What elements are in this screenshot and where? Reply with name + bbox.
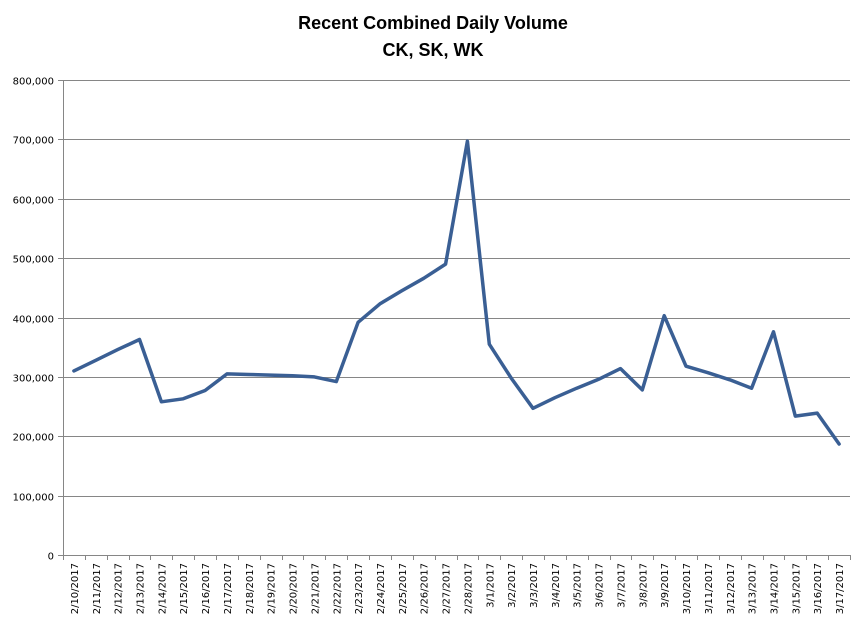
x-tick-label: 2/19/2017 <box>267 563 278 614</box>
y-tick-label: 300,000 <box>13 374 54 385</box>
gridlines <box>63 80 850 497</box>
y-tick-label: 600,000 <box>13 196 54 207</box>
x-tick-label: 3/3/2017 <box>529 563 540 608</box>
x-tick-label: 2/17/2017 <box>223 563 234 614</box>
y-tick-label: 400,000 <box>13 315 54 326</box>
x-tick-label: 3/10/2017 <box>682 563 693 614</box>
x-tick-label: 2/11/2017 <box>92 563 103 614</box>
x-tick-label: 3/2/2017 <box>507 563 518 608</box>
x-tick-label: 2/23/2017 <box>354 563 365 614</box>
x-tick-label: 3/12/2017 <box>726 563 737 614</box>
x-tick-label: 3/11/2017 <box>704 563 715 614</box>
x-tick-label: 3/13/2017 <box>748 563 759 614</box>
y-tick-label: 200,000 <box>13 433 54 444</box>
x-tick-label: 3/15/2017 <box>791 563 802 614</box>
x-tick-label: 2/22/2017 <box>332 563 343 614</box>
x-tick-label: 2/27/2017 <box>442 563 453 614</box>
x-tick-label: 2/13/2017 <box>136 563 147 614</box>
x-tick-label: 3/9/2017 <box>660 563 671 608</box>
x-tick-label: 2/12/2017 <box>114 563 125 614</box>
x-tick-label: 2/25/2017 <box>398 563 409 614</box>
x-axis: 2/10/2017 2/11/2017 2/12/2017 2/13/2017 2/14… <box>63 555 851 614</box>
y-axis: 0 100,000 200,000 300,000 400,000 500,000 600,… <box>13 77 64 563</box>
x-tick-label: 3/17/2017 <box>835 563 846 614</box>
y-tick-label: 0 <box>48 552 54 563</box>
x-tick-label: 2/15/2017 <box>179 563 190 614</box>
x-tick-label: 2/20/2017 <box>289 563 300 614</box>
data-series <box>72 139 841 446</box>
y-tick-label: 100,000 <box>13 493 54 504</box>
x-tick-label: 3/5/2017 <box>573 563 584 608</box>
x-tick-label: 3/6/2017 <box>595 563 606 608</box>
y-tick-label: 800,000 <box>13 77 54 88</box>
x-tick-label: 3/16/2017 <box>813 563 824 614</box>
chart-title: Recent Combined Daily Volume <box>298 13 568 33</box>
x-tick-label: 3/14/2017 <box>769 563 780 614</box>
x-tick-label: 3/4/2017 <box>551 563 562 608</box>
series-line <box>72 139 841 446</box>
x-tick-label: 3/8/2017 <box>638 563 649 608</box>
chart-subtitle: CK, SK, WK <box>382 40 484 60</box>
x-tick-label: 2/21/2017 <box>310 563 321 614</box>
x-tick-label: 3/1/2017 <box>485 563 496 608</box>
x-tick-label: 2/16/2017 <box>201 563 212 614</box>
y-tick-label: 700,000 <box>13 136 54 147</box>
x-tick-label: 2/28/2017 <box>463 563 474 614</box>
x-tick-label: 2/18/2017 <box>245 563 256 614</box>
x-tick-label: 2/10/2017 <box>70 563 81 614</box>
x-tick-label: 2/26/2017 <box>420 563 431 614</box>
x-tick-label: 2/14/2017 <box>157 563 168 614</box>
x-tick-label: 3/7/2017 <box>616 563 627 608</box>
x-tick-label: 2/24/2017 <box>376 563 387 614</box>
y-tick-label: 500,000 <box>13 255 54 266</box>
